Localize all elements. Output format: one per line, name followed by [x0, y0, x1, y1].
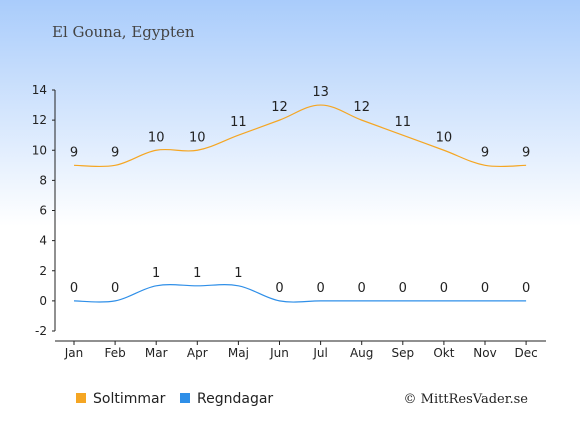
data-label-soltimmar: 9 [70, 145, 78, 160]
data-label-regndagar: 0 [316, 281, 324, 296]
data-label-soltimmar: 10 [189, 130, 206, 145]
data-label-soltimmar: 11 [395, 115, 412, 130]
x-tick-label: Nov [473, 346, 496, 360]
legend-swatch-regndagar [180, 393, 190, 403]
data-label-regndagar: 1 [152, 266, 160, 281]
data-label-soltimmar: 12 [353, 100, 370, 115]
data-label-regndagar: 0 [481, 281, 489, 296]
data-label-regndagar: 1 [193, 266, 201, 281]
data-label-regndagar: 0 [70, 281, 78, 296]
x-tick-label: Sep [391, 346, 414, 360]
data-label-regndagar: 0 [275, 281, 283, 296]
x-tick-label: Mar [145, 346, 168, 360]
data-label-soltimmar: 13 [312, 85, 329, 100]
x-tick-label: Jan [64, 346, 84, 360]
x-tick-label: Aug [350, 346, 373, 360]
y-tick-label: 12 [32, 113, 47, 127]
data-label-regndagar: 1 [234, 266, 242, 281]
data-label-soltimmar: 9 [481, 145, 489, 160]
data-label-regndagar: 0 [440, 281, 448, 296]
x-tick-label: Maj [228, 346, 249, 360]
data-label-regndagar: 0 [399, 281, 407, 296]
data-label-regndagar: 0 [358, 281, 366, 296]
credit-text: © MittResVader.se [404, 392, 529, 407]
chart-series-lines [73, 104, 527, 303]
y-tick-label: 0 [39, 294, 47, 308]
data-label-soltimmar: 9 [522, 145, 530, 160]
x-tick-label: Apr [187, 346, 208, 360]
data-label-regndagar: 0 [111, 281, 119, 296]
data-label-soltimmar: 11 [230, 115, 247, 130]
data-label-soltimmar: 12 [271, 100, 288, 115]
y-tick-label: -2 [35, 324, 47, 338]
data-label-soltimmar: 9 [111, 145, 119, 160]
series-line-regndagar [73, 284, 527, 303]
legend-label-soltimmar: Soltimmar [93, 391, 166, 407]
x-tick-label: Feb [104, 346, 125, 360]
x-tick-label: Dec [514, 346, 537, 360]
y-tick-label: 14 [32, 83, 47, 97]
series-line-soltimmar [73, 104, 527, 168]
y-tick-label: 10 [32, 143, 47, 157]
data-label-soltimmar: 10 [148, 130, 165, 145]
x-tick-label: Okt [433, 346, 454, 360]
legend: Soltimmar Regndagar [76, 391, 273, 407]
legend-label-regndagar: Regndagar [197, 391, 273, 407]
location-title: El Gouna, Egypten [52, 23, 195, 41]
data-label-regndagar: 0 [522, 281, 530, 296]
y-tick-label: 4 [39, 234, 47, 248]
y-tick-label: 2 [39, 264, 47, 278]
x-tick-label: Jul [312, 346, 327, 360]
y-tick-label: 8 [39, 173, 47, 187]
data-label-soltimmar: 10 [436, 130, 453, 145]
x-tick-label: Jun [269, 346, 289, 360]
y-tick-label: 6 [39, 204, 47, 218]
legend-swatch-soltimmar [76, 393, 86, 403]
